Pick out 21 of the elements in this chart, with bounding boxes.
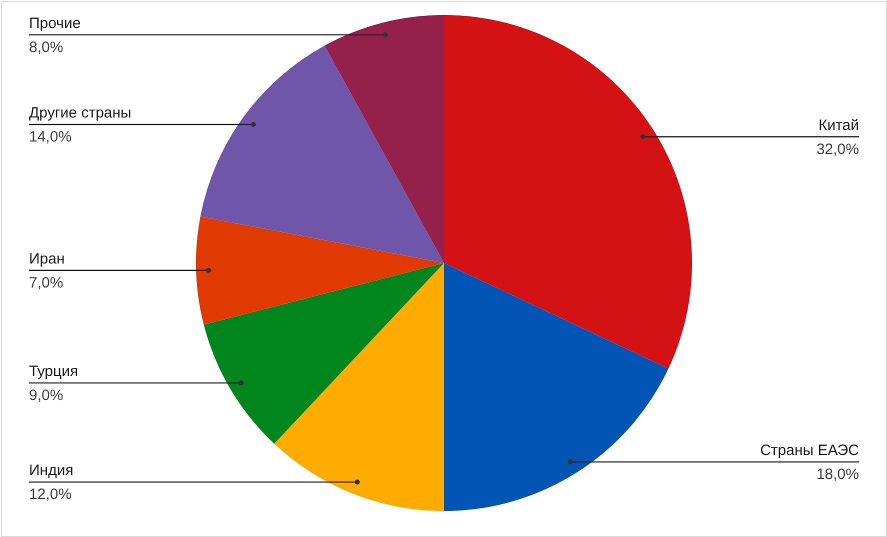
data-label: 8,0% [29,38,64,56]
data-label: 14,0% [29,128,72,146]
data-label: 18,0% [816,466,859,483]
data-label: 7,0% [29,274,64,292]
data-label: 9,0% [29,386,64,404]
pie-slice [196,216,444,325]
data-label: 32,0% [816,140,859,158]
slice-label: Другие страны [29,104,132,122]
pie-slice [200,46,444,263]
pie-slice [274,263,444,511]
slice-label: Страны ЕАЭС [760,442,860,459]
slice-label: Прочие [29,14,81,32]
data-label: 12,0% [29,486,72,504]
slice-label: Турция [29,362,78,380]
pie-slice [204,263,444,444]
slice-label: Иран [29,250,65,268]
pie-slice [324,15,444,263]
slice-label: Китай [818,116,859,134]
pie-slice [444,263,668,511]
pie-slice [444,15,692,369]
slice-label: Индия [29,462,74,480]
